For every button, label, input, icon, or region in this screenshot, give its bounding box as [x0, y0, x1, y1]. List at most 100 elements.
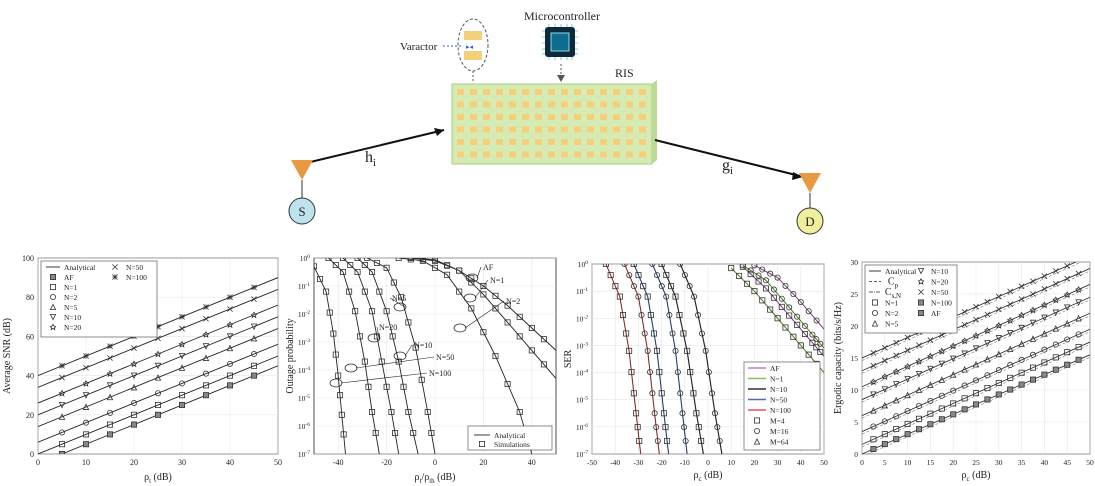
destination-node: [796, 207, 824, 235]
source-antenna-icon: [291, 160, 313, 180]
series-line-n-1: [38, 355, 278, 454]
data-point: [1063, 319, 1071, 327]
data-point: [774, 315, 781, 322]
annotation-ellipse: [463, 293, 477, 303]
data-point: [250, 362, 257, 369]
ris-element: [509, 139, 516, 145]
data-point: [1052, 325, 1060, 332]
data-point: [1064, 275, 1071, 282]
legend-label-af: AF: [64, 273, 74, 282]
data-point: [654, 272, 661, 279]
data-point: [154, 390, 161, 397]
data-point: [340, 268, 347, 275]
data-point: [82, 403, 90, 410]
series-line-n-20: [38, 304, 278, 404]
data-point: [658, 264, 665, 267]
data-point: [1041, 346, 1048, 353]
data-point: [1052, 341, 1059, 348]
data-point: [676, 312, 683, 319]
x-tick-label: 40: [1041, 458, 1049, 467]
data-point: [961, 395, 968, 402]
series-bound-n-5: [862, 315, 1090, 419]
series-line-n-2: [38, 343, 278, 443]
x-tick-label: 20: [751, 458, 759, 467]
ris-element: [639, 101, 646, 108]
data-point: [961, 321, 968, 328]
data-point: [995, 322, 1003, 329]
data-point: [179, 313, 185, 320]
legend-box: [864, 264, 958, 334]
legend-label-simulations: Simulations: [494, 440, 530, 449]
data-point: [1018, 369, 1025, 376]
legend-label-analytical: Analytical: [494, 431, 525, 440]
ris-element: [613, 101, 620, 108]
data-point: [716, 437, 723, 444]
data-point: [227, 294, 233, 301]
data-point: [1041, 371, 1048, 378]
data-point: [950, 400, 957, 407]
ris-element: [548, 114, 555, 120]
x-axis-label: ρc (dB): [694, 470, 723, 483]
ris-element: [496, 139, 503, 145]
data-point: [695, 424, 702, 431]
series-n-20: [38, 304, 278, 404]
annotation-leader: [476, 266, 482, 279]
y-tick-label: 10-3: [576, 341, 588, 350]
legend-label-n-20: N=20: [64, 323, 81, 332]
data-point: [250, 334, 258, 342]
data-point: [628, 369, 635, 376]
legend-label-n-10: N=10: [64, 313, 81, 322]
data-point: [641, 330, 648, 337]
data-point: [786, 304, 793, 311]
data-point: [984, 327, 991, 334]
x-tick-label: 10: [82, 458, 90, 467]
data-point: [950, 411, 957, 418]
x-axis-label: ρt (dB): [144, 472, 172, 484]
x-tick-label: -50: [587, 458, 597, 467]
legend-label-n-2: N=2: [64, 293, 78, 302]
data-point: [390, 279, 397, 286]
data-point: [972, 332, 980, 340]
annotation-leader: [376, 326, 380, 339]
data-point: [540, 336, 547, 343]
ris-element: [600, 101, 607, 108]
data-point: [817, 348, 824, 355]
data-point: [640, 283, 647, 290]
ris-panel: [451, 80, 657, 165]
legend-marker-n-5: [49, 303, 57, 310]
data-point: [59, 441, 66, 448]
data-point: [904, 431, 911, 438]
y-tick-label: 60: [26, 332, 34, 341]
x-tick-label: 30: [774, 458, 782, 467]
data-point: [904, 391, 911, 399]
y-tick-label: 10-7: [576, 450, 588, 459]
ris-element: [522, 151, 529, 158]
data-point: [480, 329, 487, 336]
x-tick-label: 40: [797, 458, 805, 467]
data-point: [226, 321, 234, 329]
ris-element: [483, 114, 490, 120]
data-point: [383, 383, 390, 390]
data-point: [904, 347, 911, 354]
data-point: [778, 303, 785, 310]
data-point: [762, 277, 769, 284]
data-point: [1075, 331, 1082, 338]
data-point: [961, 366, 968, 373]
varactor-label: Varactor: [400, 41, 438, 53]
data-point: [154, 401, 161, 408]
ris-element: [470, 139, 477, 145]
annotation-af: AF: [483, 263, 494, 272]
y-axis-label: Outage probability: [285, 318, 296, 393]
data-point: [995, 379, 1002, 386]
x-tick-label: 40: [226, 458, 234, 467]
data-point: [938, 392, 945, 399]
data-point: [893, 426, 900, 433]
ris-element: [600, 139, 607, 145]
data-point: [984, 372, 991, 379]
ris-element: [535, 151, 542, 158]
y-tick-label: 20: [851, 322, 859, 331]
legend-box: [467, 425, 553, 451]
series-n-10: [354, 258, 419, 454]
y-tick-label: 15: [851, 354, 859, 363]
